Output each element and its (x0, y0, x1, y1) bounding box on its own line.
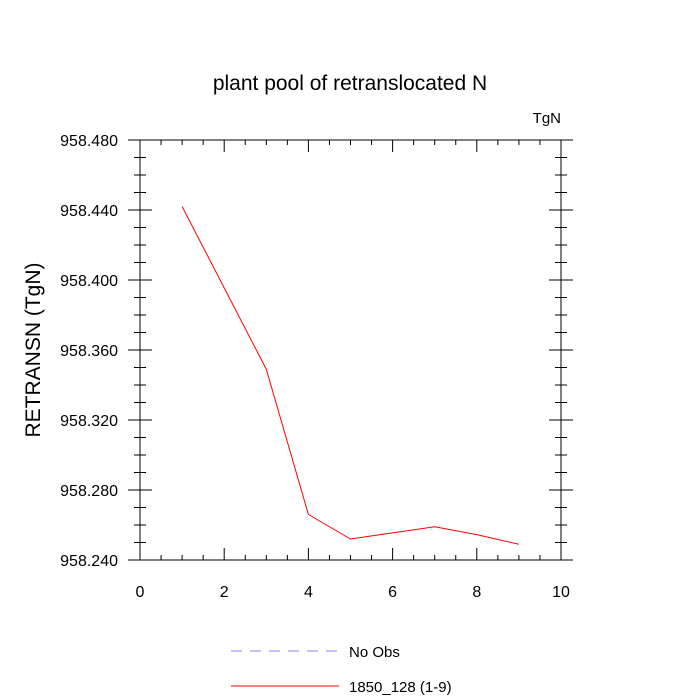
x-tick-label: 0 (136, 584, 145, 601)
y-tick-label: 958.320 (60, 413, 118, 430)
tick-labels: 0 2 4 6 8 10 958.240 958.280 958.320 958.360 958.4… (60, 133, 570, 601)
series-layer (181, 206, 520, 545)
x-tick-label: 4 (304, 584, 313, 601)
axis-ticks (128, 139, 573, 561)
y-tick-label: 958.280 (60, 483, 118, 500)
x-tick-label: 8 (472, 584, 481, 601)
y-tick-label: 958.400 (60, 273, 118, 290)
chart-title: plant pool of retranslocated N (213, 72, 487, 95)
x-tick-label: 10 (552, 584, 570, 601)
legend-label: No Obs (349, 644, 400, 661)
legend-label: 1850_128 (1-9) (349, 679, 452, 696)
y-tick-label: 958.440 (60, 203, 118, 220)
x-tick-label: 2 (220, 584, 229, 601)
y-tick-label: 958.480 (60, 133, 118, 150)
units-label: TgN (533, 110, 561, 127)
y-tick-label: 958.240 (60, 553, 118, 570)
y-tick-label: 958.360 (60, 343, 118, 360)
y-axis-title: RETRANSN (TgN) (22, 262, 45, 437)
series-line-0 (181, 206, 520, 545)
legend: No Obs 1850_128 (1-9) (231, 644, 452, 696)
x-tick-label: 6 (388, 584, 397, 601)
plot-frame (139, 139, 562, 561)
